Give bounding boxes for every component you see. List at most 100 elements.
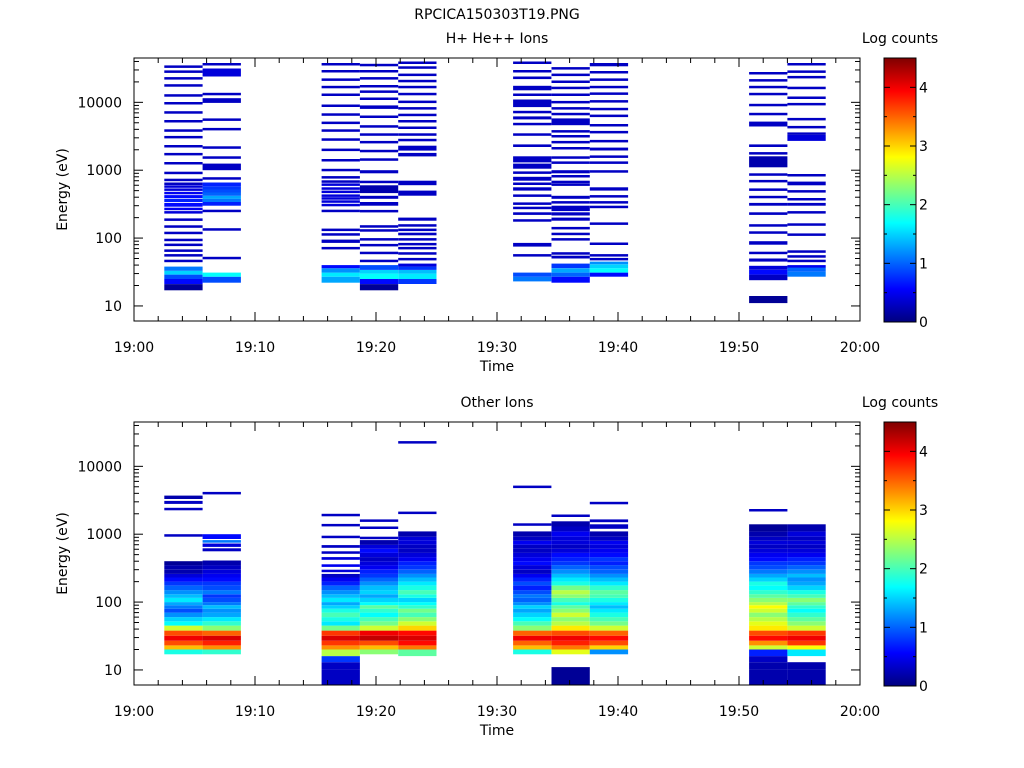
x-tick-label: 20:00 — [840, 340, 880, 356]
heatmap-cell — [513, 116, 552, 120]
heatmap-cell — [589, 222, 629, 225]
heatmap-cell — [551, 544, 590, 549]
x-tick-label: 19:10 — [235, 704, 275, 720]
heatmap-cell — [787, 598, 826, 603]
heatmap-cell — [321, 168, 360, 172]
heatmap-cell — [589, 71, 629, 74]
heatmap-cell — [589, 598, 629, 603]
heatmap-cell — [589, 264, 629, 269]
heatmap-cell — [321, 640, 360, 646]
heatmap-cell — [551, 590, 590, 595]
heatmap-cell — [551, 161, 590, 164]
heatmap-cell — [513, 573, 552, 578]
heatmap-cell — [749, 195, 788, 199]
heatmap-cell — [749, 552, 788, 558]
heatmap-cell — [164, 254, 203, 257]
heatmap-cell — [551, 195, 590, 199]
heatmap-cell — [749, 602, 788, 606]
heatmap-cell — [359, 158, 399, 161]
heatmap-cell — [164, 278, 203, 284]
heatmap-cell — [749, 565, 788, 570]
heatmap-cell — [359, 569, 399, 574]
heatmap-cell — [513, 608, 552, 613]
heatmap-cell — [359, 185, 399, 194]
heatmap-cell — [202, 68, 241, 77]
heatmap-cell — [398, 565, 437, 570]
heatmap-cell — [787, 223, 826, 226]
heatmap-cell — [787, 96, 826, 99]
heatmap-cell — [321, 573, 360, 578]
heatmap-cell — [398, 246, 437, 250]
heatmap-cell — [787, 233, 826, 236]
heatmap-cell — [398, 612, 437, 618]
heatmap-cell — [398, 630, 437, 636]
heatmap-cell — [787, 640, 826, 646]
heatmap-cell — [513, 617, 552, 622]
heatmap-cell — [787, 265, 826, 268]
heatmap-cell — [551, 135, 590, 138]
heatmap-cell — [321, 545, 360, 548]
heatmap-cell — [513, 598, 552, 603]
heatmap-cell — [398, 269, 437, 274]
heatmap-cell — [749, 103, 788, 107]
y-axis-label: Energy (eV) — [55, 148, 71, 231]
heatmap-cell — [398, 625, 437, 631]
heatmap-cell — [787, 524, 826, 532]
heatmap-cell — [749, 251, 788, 255]
heatmap-cell — [164, 608, 203, 613]
heatmap-cell — [321, 669, 360, 685]
heatmap-cell — [321, 276, 360, 283]
heatmap-cell — [589, 63, 629, 67]
heatmap-cell — [321, 535, 360, 539]
heatmap-cell — [398, 441, 437, 444]
heatmap-cell — [321, 635, 360, 641]
heatmap-cell — [513, 76, 552, 80]
heatmap-cell — [787, 132, 826, 135]
heatmap-cell — [398, 585, 437, 591]
heatmap-cell — [164, 617, 203, 622]
heatmap-cell — [551, 107, 590, 110]
heatmap-cell — [359, 238, 399, 241]
x-tick-label: 19:10 — [235, 340, 275, 356]
x-tick-label: 19:50 — [719, 704, 759, 720]
heatmap-cell — [398, 79, 437, 83]
heatmap-cell — [551, 608, 590, 613]
heatmap-cell — [359, 581, 399, 586]
colorbar-tick-label: 1 — [919, 620, 928, 636]
heatmap-cell — [202, 617, 241, 622]
heatmap-cell — [398, 190, 437, 196]
heatmap-cell — [359, 608, 399, 613]
heatmap-cell — [398, 531, 437, 537]
panel-other-ions: 19:00 19:10 19:20 19:30 19:40 19:50 20:0010100… — [55, 395, 938, 739]
heatmap-cell — [321, 625, 360, 631]
heatmap-cell — [551, 625, 590, 631]
heatmap-cell — [398, 85, 437, 89]
heatmap-cell — [749, 590, 788, 595]
heatmap-cell — [321, 113, 360, 116]
heatmap-cell — [749, 509, 788, 512]
heatmap-cell — [202, 548, 241, 552]
heatmap-cell — [589, 201, 629, 204]
heatmap-cell — [551, 617, 590, 622]
heatmap-cell — [749, 645, 788, 650]
x-tick-label: 19:20 — [356, 340, 396, 356]
y-tick-label: 100 — [95, 595, 122, 611]
heatmap-cell — [321, 148, 360, 152]
heatmap-cell — [164, 259, 203, 263]
heatmap-cell — [787, 190, 826, 193]
heatmap-cell — [787, 250, 826, 253]
heatmap-cell — [787, 125, 826, 129]
heatmap-cell — [398, 92, 437, 96]
heatmap-cell — [321, 104, 360, 107]
heatmap-cell — [202, 177, 241, 180]
heatmap-cell — [551, 673, 590, 685]
heatmap-cell — [359, 229, 399, 232]
heatmap-cell — [164, 605, 203, 609]
heatmap-cell — [164, 84, 203, 87]
heatmap-cell — [202, 645, 241, 650]
heatmap-cell — [551, 552, 590, 558]
heatmap-cell — [359, 577, 399, 582]
heatmap-cell — [589, 531, 629, 537]
heatmap-cell — [589, 100, 629, 103]
heatmap-cell — [749, 581, 788, 586]
